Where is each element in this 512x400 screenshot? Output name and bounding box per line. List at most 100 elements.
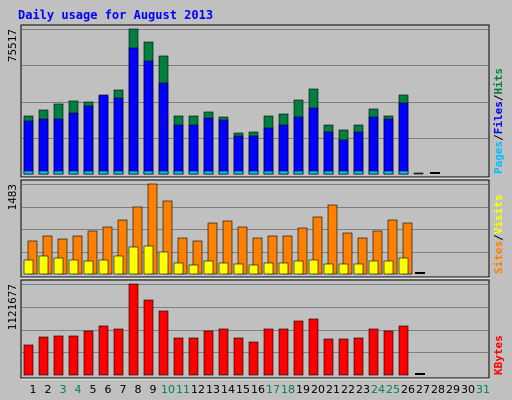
x-tick-label: 6 (105, 383, 112, 396)
bar-visits-day-17 (263, 262, 274, 275)
bar-visits-day-1 (23, 259, 34, 275)
bar-pages-day-7 (113, 170, 124, 175)
bar-files-day-10 (158, 82, 169, 175)
x-tick-label: 8 (135, 383, 142, 396)
x-tick-label: 26 (401, 383, 415, 396)
bar-files-day-5 (83, 105, 94, 175)
bar-pages-day-11 (173, 170, 184, 175)
bar-visits-day-14 (218, 262, 229, 275)
panel-top-legend: Pages/Files/Hits (492, 68, 505, 174)
bar-pages-day-13 (203, 170, 214, 175)
legend-kbytes: KBytes (492, 335, 505, 375)
bar-pages-day-20 (308, 170, 319, 175)
bar-pages-day-9 (143, 170, 154, 175)
bar-visits-day-9 (143, 245, 154, 275)
legend-visits: Visits (492, 195, 505, 235)
x-tick-label: 14 (221, 383, 235, 396)
bar-pages-day-23 (353, 170, 364, 175)
bar-files-day-9 (143, 60, 154, 175)
bar-visits-day-10 (158, 251, 169, 275)
x-tick-label: 23 (356, 383, 370, 396)
bar-kbytes-day-25 (383, 330, 394, 376)
panel-bottom-ymax-label: 1121677 (6, 284, 19, 330)
bar-files-day-26 (398, 102, 409, 175)
bar-files-day-14 (218, 119, 229, 175)
bar-kbytes-day-21 (323, 338, 334, 376)
bar-files-day-15 (233, 135, 244, 175)
bar-kbytes-day-19 (293, 320, 304, 376)
bar-kbytes-day-10 (158, 310, 169, 376)
bar-kbytes-day-11 (173, 337, 184, 376)
bar-pages-day-14 (218, 170, 229, 175)
bar-files-day-11 (173, 124, 184, 175)
bar-pages-day-21 (323, 170, 334, 175)
x-tick-label: 28 (431, 383, 445, 396)
panel-middle-ymax-label: 1483 (6, 184, 19, 211)
x-tick-label: 15 (236, 383, 250, 396)
x-tick-label: 20 (311, 383, 325, 396)
bar-visits-day-18 (278, 262, 289, 275)
bar-visits-day-8 (128, 246, 139, 275)
bar-files-day-2 (38, 118, 49, 175)
x-tick-label: 18 (281, 383, 295, 396)
x-tick-label: 22 (341, 383, 355, 396)
x-tick-label: 21 (326, 383, 340, 396)
bar-pages-day-24 (368, 170, 379, 175)
x-tick-label: 13 (206, 383, 220, 396)
bar-files-day-16 (248, 135, 259, 175)
bar-visits-day-6 (98, 259, 109, 275)
bar-sites-day-21 (327, 204, 338, 275)
bar-kbytes-day-6 (98, 325, 109, 376)
chart-panels: 75517 Pages/Files/Hits 1483 Sites/Visits 112… (6, 24, 505, 380)
bar-visits-day-4 (68, 259, 79, 275)
x-axis: 1 2 3 4 5 6 7 8 9 10 11 12 13 14 15 16 17 18 19 20 21 22 23 24 2… (30, 383, 491, 396)
bar-visits-day-7 (113, 255, 124, 275)
bar-kbytes-day-2 (38, 336, 49, 376)
bar-kbytes-day-3 (53, 335, 64, 376)
panel-middle-empty-marker (415, 272, 425, 274)
bar-visits-day-5 (83, 260, 94, 275)
bar-kbytes-day-23 (353, 337, 364, 376)
bar-pages-day-22 (338, 170, 349, 175)
bar-kbytes-day-13 (203, 330, 214, 376)
bar-visits-day-11 (173, 262, 184, 275)
x-tick-label: 9 (150, 383, 157, 396)
panel-top-ymax-label: 75517 (6, 29, 19, 62)
bar-files-day-1 (23, 120, 34, 175)
bar-visits-day-25 (383, 260, 394, 275)
bar-pages-day-1 (23, 170, 34, 175)
x-tick-label: 11 (176, 383, 190, 396)
legend-hits: Hits (492, 68, 505, 95)
x-tick-label: 7 (120, 383, 127, 396)
bar-pages-day-26 (398, 170, 409, 175)
bar-files-day-6 (98, 94, 109, 175)
bar-visits-day-15 (233, 263, 244, 275)
panel-top-empty-marker (430, 172, 440, 174)
bar-files-day-24 (368, 116, 379, 175)
x-tick-label: 3 (60, 383, 67, 396)
panel-middle-legend: Sites/Visits (492, 195, 505, 275)
bar-visits-day-24 (368, 260, 379, 275)
x-tick-label: 12 (191, 383, 205, 396)
bar-kbytes-day-9 (143, 299, 154, 376)
bar-visits-day-20 (308, 259, 319, 275)
panel-bottom-legend: KBytes (492, 335, 505, 375)
legend-separator: / (492, 234, 505, 241)
bar-files-day-13 (203, 117, 214, 175)
bar-hits-day-27 (413, 172, 424, 175)
bar-files-day-25 (383, 118, 394, 175)
bar-pages-day-8 (128, 170, 139, 175)
bar-files-day-20 (308, 107, 319, 175)
bar-visits-day-19 (293, 260, 304, 275)
bar-files-day-19 (293, 116, 304, 175)
bar-kbytes-day-18 (278, 328, 289, 376)
x-tick-label: 31 (476, 383, 490, 396)
bar-kbytes-day-22 (338, 338, 349, 376)
x-tick-label: 30 (461, 383, 475, 396)
x-tick-label: 17 (266, 383, 280, 396)
bar-visits-day-3 (53, 257, 64, 275)
bar-kbytes-day-14 (218, 328, 229, 376)
bar-pages-day-25 (383, 170, 394, 175)
bar-files-day-22 (338, 139, 349, 175)
bar-files-day-12 (188, 124, 199, 175)
